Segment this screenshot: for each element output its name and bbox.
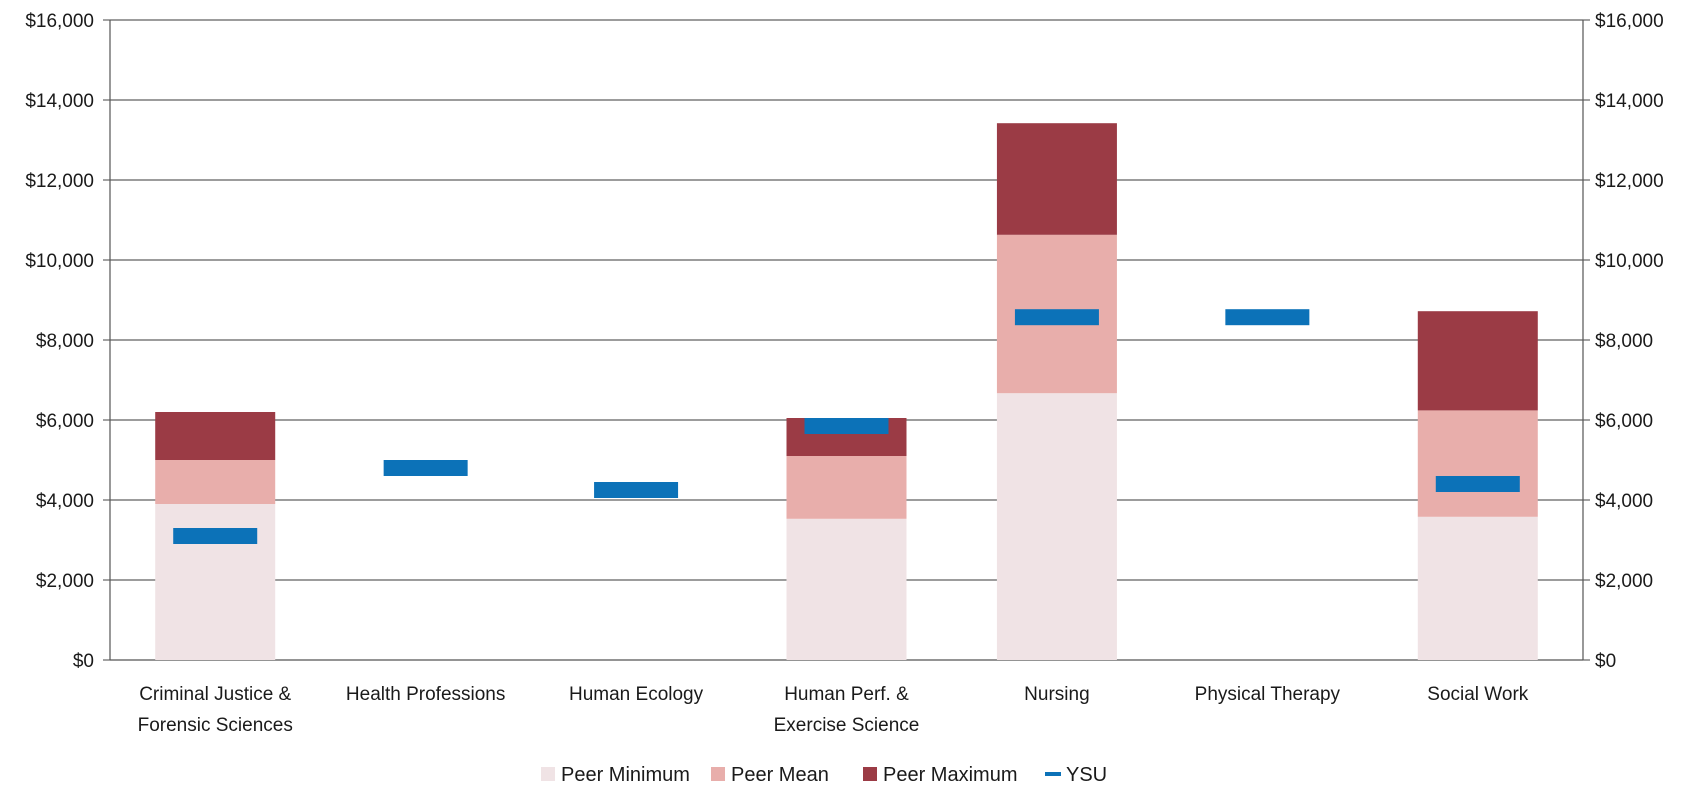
y-tick-label-right: $14,000 [1595,91,1664,112]
y-tick-label-left: $8,000 [36,331,94,352]
y-tick-label-left: $0 [73,651,94,672]
bar-peer-mean [155,460,276,504]
bar-peer-minimum [1417,516,1538,660]
ysu-marker [1225,309,1310,326]
y-tick-label-left: $2,000 [36,571,94,592]
y-tick-label-right: $10,000 [1595,251,1664,272]
legend: Peer Minimum Peer Mean Peer Maximum YSU [541,764,1107,786]
x-category-label: Physical Therapy [1195,684,1341,705]
category-labels: Criminal Justice & Forensic Sciences Healt… [138,684,1529,736]
y-tick-label-left: $14,000 [25,91,94,112]
x-category-label: Human Perf. & [784,684,909,705]
x-category-label: Health Professions [346,684,505,705]
bar-peer-mean [786,456,907,519]
legend-swatch-peer-minimum [541,767,555,781]
x-category-label: Social Work [1427,684,1529,705]
ysu-marker [594,482,679,498]
legend-label-peer-maximum: Peer Maximum [883,764,1017,786]
bar-peer-maximum [996,123,1117,235]
legend-swatch-peer-maximum [863,767,877,781]
bar-peer-maximum [1417,311,1538,411]
y-tick-labels-right: $0 $2,000 $4,000 $6,000 $8,000 $10,000 $12,000… [1595,11,1664,672]
ysu-marker [1014,309,1099,326]
legend-swatch-ysu [1045,772,1061,776]
y-tick-label-right: $6,000 [1595,411,1653,432]
y-tick-label-right: $16,000 [1595,11,1664,32]
y-tick-label-left: $10,000 [25,251,94,272]
y-tick-label-left: $4,000 [36,491,94,512]
y-tick-label-right: $12,000 [1595,171,1664,192]
y-tick-labels-left: $0 $2,000 $4,000 $6,000 $8,000 $10,000 $12,000… [25,11,94,672]
bar-peer-minimum [996,393,1117,660]
y-tick-label-right: $2,000 [1595,571,1653,592]
bar-peer-maximum [155,412,276,460]
y-tick-label-left: $12,000 [25,171,94,192]
x-category-label: Criminal Justice & [139,684,291,705]
legend-label-peer-minimum: Peer Minimum [561,764,690,786]
x-category-label: Exercise Science [774,715,920,736]
x-category-label: Human Ecology [569,684,704,705]
bar-peer-minimum [786,518,907,660]
ysu-marker [383,460,468,476]
bar-peer-mean [1417,410,1538,517]
y-tick-label-right: $4,000 [1595,491,1653,512]
ysu-markers [173,309,1520,544]
x-category-label: Forensic Sciences [138,715,293,736]
legend-swatch-peer-mean [711,767,725,781]
x-category-label: Nursing [1024,684,1089,705]
ysu-marker [804,418,889,434]
y-tick-label-left: $6,000 [36,411,94,432]
y-tick-label-right: $8,000 [1595,331,1653,352]
ysu-marker [1435,476,1520,492]
legend-label-ysu: YSU [1066,764,1107,786]
bar-peer-minimum [155,504,276,660]
y-tick-label-left: $16,000 [25,11,94,32]
legend-label-peer-mean: Peer Mean [731,764,829,786]
y-tick-label-right: $0 [1595,651,1616,672]
ysu-marker [173,528,258,544]
